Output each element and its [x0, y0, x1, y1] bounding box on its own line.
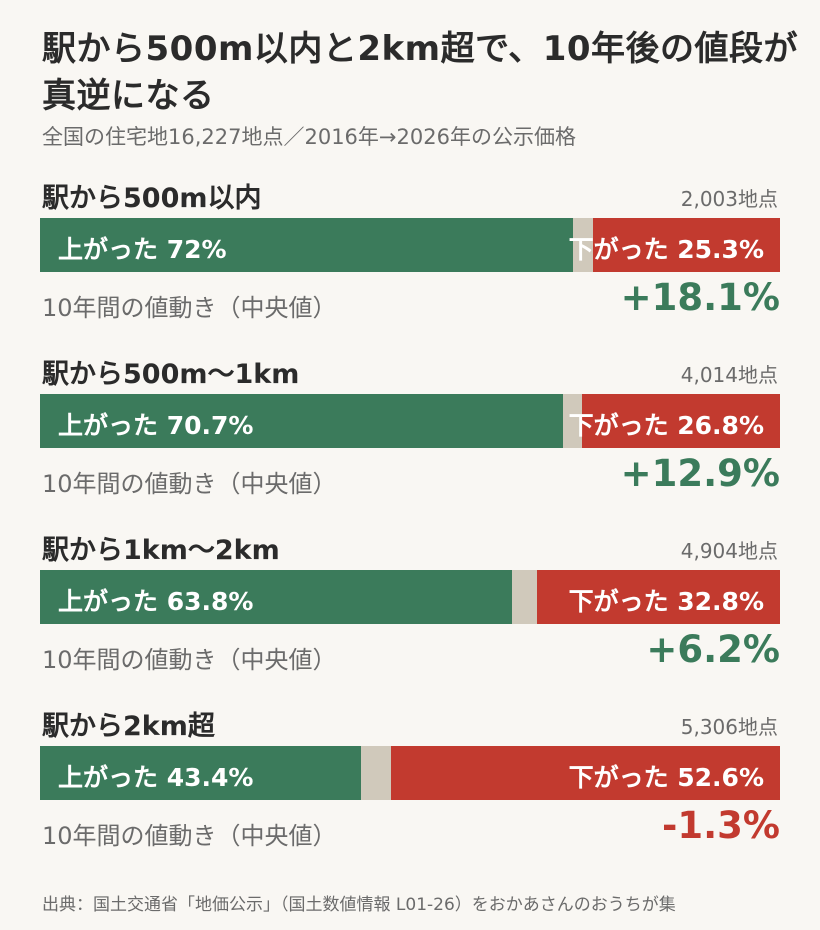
bar-label-up: 上がった 63.8%: [58, 587, 254, 616]
bar-segment-up: [40, 570, 513, 624]
point-count: 5,306地点: [680, 715, 778, 739]
bar-group: 駅から500m以内 2,003地点上がった 72% 下がった 25.3% 10年間の値…: [0, 176, 820, 346]
median-label: 10年間の値動き（中央値）: [42, 470, 337, 498]
stacked-bar: 上がった 70.7% 下がった 26.8%: [40, 394, 780, 448]
bar-group: 駅から1km〜2km 4,904地点上がった 63.8% 下がった 32.8% 10年…: [0, 528, 820, 698]
bar-group: 駅から500m〜1km 4,014地点上がった 70.7% 下がった 26.8% 10…: [0, 352, 820, 522]
bar-segment-down: [581, 394, 780, 448]
chart-title: 駅から500m以内と2km超で、10年後の値段が真逆になる: [42, 29, 799, 116]
bar-segment-up: [40, 218, 573, 272]
category-label: 駅から500m以内: [42, 183, 262, 214]
category-label: 駅から2km超: [42, 711, 215, 742]
bar-label-down: 下がった 52.6%: [568, 763, 764, 792]
median-change-value: +18.1%: [620, 276, 780, 319]
median-change-value: +12.9%: [620, 452, 780, 495]
stacked-bar: 上がった 72% 下がった 25.3%: [40, 218, 780, 272]
bar-label-up: 上がった 43.4%: [58, 763, 254, 792]
stacked-bar: 上がった 43.4% 下がった 52.6%: [40, 746, 780, 800]
bar-segment-down: [390, 746, 780, 800]
median-change-value: -1.3%: [662, 804, 780, 847]
bar-segment-down: [537, 570, 780, 624]
category-label: 駅から500m〜1km: [42, 359, 300, 390]
point-count: 2,003地点: [680, 187, 778, 211]
chart-subtitle: 全国の住宅地16,227地点／2016年→2026年の公示価格: [42, 125, 576, 149]
stacked-bar: 上がった 63.8% 下がった 32.8%: [40, 570, 780, 624]
bar-label-down: 下がった 26.8%: [568, 411, 764, 440]
median-label: 10年間の値動き（中央値）: [42, 294, 337, 322]
bar-label-up: 上がった 72%: [58, 235, 227, 264]
median-label: 10年間の値動き（中央値）: [42, 646, 337, 674]
bar-label-down: 下がった 32.8%: [568, 587, 764, 616]
bar-segment-up: [40, 394, 564, 448]
median-label: 10年間の値動き（中央値）: [42, 822, 337, 850]
point-count: 4,014地点: [680, 363, 778, 387]
category-label: 駅から1km〜2km: [42, 535, 280, 566]
bar-label-down: 下がった 25.3%: [568, 235, 764, 264]
bar-label-up: 上がった 70.7%: [58, 411, 254, 440]
bar-segment-down: [592, 218, 780, 272]
point-count: 4,904地点: [680, 539, 778, 563]
bar-segment-up: [40, 746, 362, 800]
bar-group: 駅から2km超 5,306地点上がった 43.4% 下がった 52.6% 10年間の値…: [0, 704, 820, 874]
median-change-value: +6.2%: [646, 628, 780, 671]
source-note: 出典：国土交通省「地価公示」（国土数値情報 L01-26）をおかあさんのおうちが…: [42, 895, 676, 915]
